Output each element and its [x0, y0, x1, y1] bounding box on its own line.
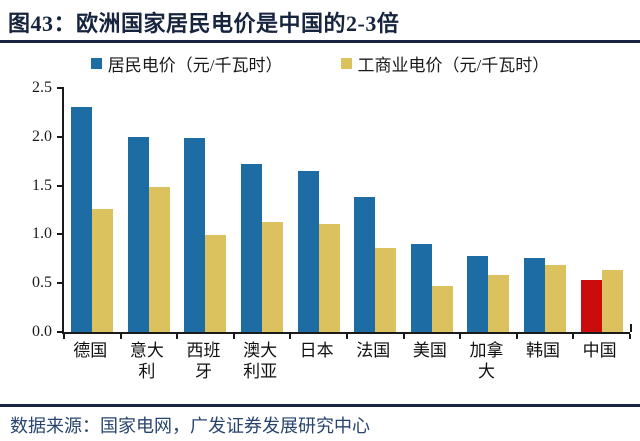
bar-group: [347, 88, 404, 332]
bar-group: [177, 88, 234, 332]
x-axis-tick-mark: [289, 334, 291, 339]
x-axis-labels: 德国 意大利 西班牙 澳大利亚 日本 法国 美国 加拿大 韩国 中国: [62, 340, 628, 383]
x-axis-tick-mark: [346, 334, 348, 339]
x-axis-label: 中国: [582, 341, 617, 360]
legend-item-residential: 居民电价（元/千瓦时）: [90, 51, 283, 76]
y-axis-tick-mark: [57, 331, 64, 333]
x-axis-tick-mark: [403, 334, 405, 339]
bar-group: [460, 88, 517, 332]
plot-area: 2.5 2.0 1.5 1.0 0.5 0.0: [32, 80, 632, 340]
x-axis-end-tick: [630, 324, 632, 332]
x-axis-label: 日本: [299, 341, 334, 360]
legend-swatch-industrial-icon: [340, 58, 352, 69]
title-divider: [0, 40, 640, 43]
bar: [148, 187, 170, 332]
x-axis-label: 法国: [356, 341, 391, 360]
bar: [297, 171, 319, 332]
y-axis-tick-mark: [57, 135, 64, 138]
y-axis-tick-mark: [57, 87, 64, 89]
bar-group: [573, 88, 630, 332]
bar: [431, 286, 453, 332]
bar-group: [517, 88, 574, 332]
x-axis-tick-mark: [459, 334, 461, 339]
bar-group: [234, 88, 291, 332]
bars-layer: [64, 88, 630, 332]
x-axis-tick-mark: [516, 334, 518, 339]
x-axis-label: 加拿大: [469, 341, 504, 382]
bar: [318, 224, 340, 332]
x-axis-label: 西班牙: [186, 341, 221, 382]
bar-group: [64, 88, 121, 332]
bar-group: [404, 88, 461, 332]
bar: [375, 248, 397, 332]
x-axis-tick-mark: [176, 334, 178, 339]
y-axis-tick-mark: [57, 282, 64, 285]
chart-legend: 居民电价（元/千瓦时） 工商业电价（元/千瓦时）: [0, 51, 640, 76]
legend-swatch-residential-icon: [90, 58, 102, 69]
x-axis-label: 意大利: [129, 341, 164, 382]
bar-group: [290, 88, 347, 332]
bar: [241, 164, 263, 332]
x-axis-tick-mark: [629, 334, 631, 339]
bar: [467, 256, 489, 332]
bar: [601, 270, 623, 332]
data-source: 数据来源：国家电网，广发证券发展研究中心: [10, 416, 370, 436]
bar: [488, 275, 510, 332]
figure-title: 图43：欧洲国家居民电价是中国的2-3倍: [8, 11, 400, 36]
bar: [92, 209, 114, 332]
x-axis-label: 美国: [412, 341, 447, 360]
legend-label-industrial: 工商业电价（元/千瓦时）: [357, 56, 550, 75]
bar: [524, 258, 546, 332]
bar: [410, 244, 432, 332]
bar-group: [121, 88, 178, 332]
bar: [545, 265, 567, 332]
x-axis-tick-mark: [63, 334, 65, 339]
x-axis-label: 澳大利亚: [243, 341, 278, 382]
x-axis-tick-mark: [572, 334, 574, 339]
legend-item-industrial: 工商业电价（元/千瓦时）: [340, 51, 550, 76]
bar: [127, 137, 149, 332]
y-axis-tick-mark: [57, 184, 64, 187]
legend-label-residential: 居民电价（元/千瓦时）: [107, 56, 283, 75]
bar: [205, 235, 227, 332]
bar: [580, 280, 602, 332]
x-axis-label: 韩国: [526, 341, 561, 360]
footer-divider: [0, 404, 640, 407]
x-axis-tick-mark: [233, 334, 235, 339]
y-axis-tick-mark: [57, 233, 64, 236]
x-axis-tick-mark: [120, 334, 122, 339]
bar: [184, 138, 206, 332]
x-axis-label: 德国: [73, 341, 108, 360]
bar: [262, 222, 284, 332]
bar: [71, 107, 93, 332]
bar: [354, 197, 376, 332]
